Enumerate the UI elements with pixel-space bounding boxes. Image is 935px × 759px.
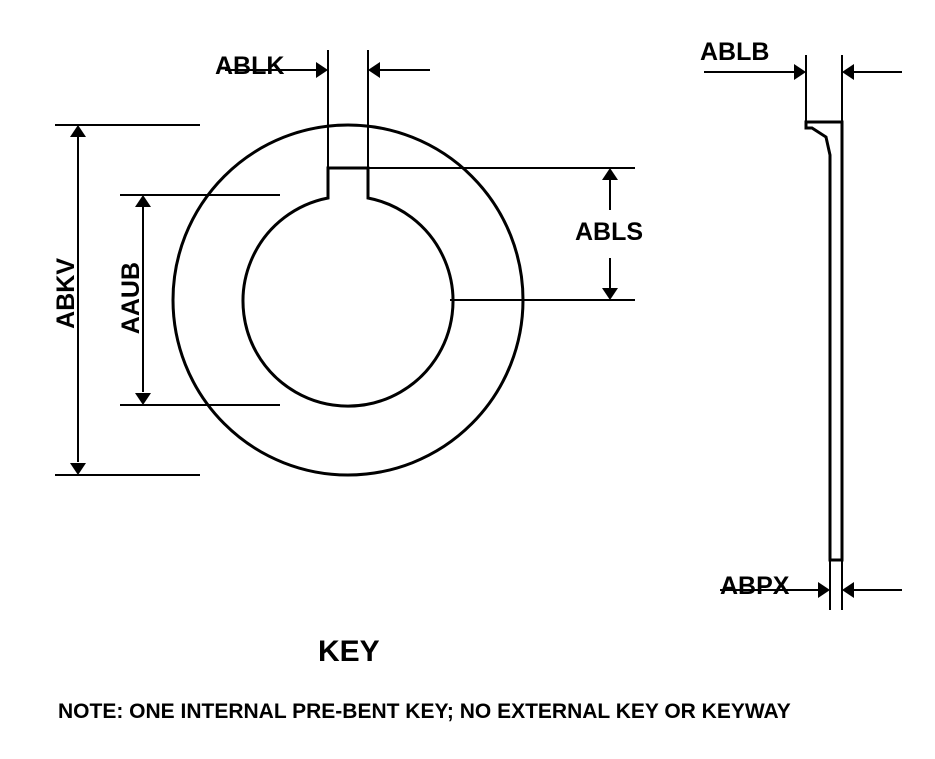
- washer-diagram-svg: [0, 0, 935, 759]
- abls-label: ABLS: [575, 218, 643, 247]
- ablk-label: ABLK: [215, 52, 284, 81]
- diagram-container: ABLK ABLB ABLS ABKV AAUB ABPX KEY NOTE: …: [0, 0, 935, 759]
- aaub-label: AAUB: [117, 262, 146, 334]
- inner-bore-with-key: [243, 168, 453, 406]
- side-profile: [806, 122, 842, 560]
- ablb-label: ABLB: [700, 38, 769, 67]
- abpx-label: ABPX: [720, 572, 789, 601]
- note-label: NOTE: ONE INTERNAL PRE-BENT KEY; NO EXTE…: [58, 700, 791, 724]
- title-label: KEY: [318, 635, 380, 669]
- abkv-label: ABKV: [52, 258, 81, 329]
